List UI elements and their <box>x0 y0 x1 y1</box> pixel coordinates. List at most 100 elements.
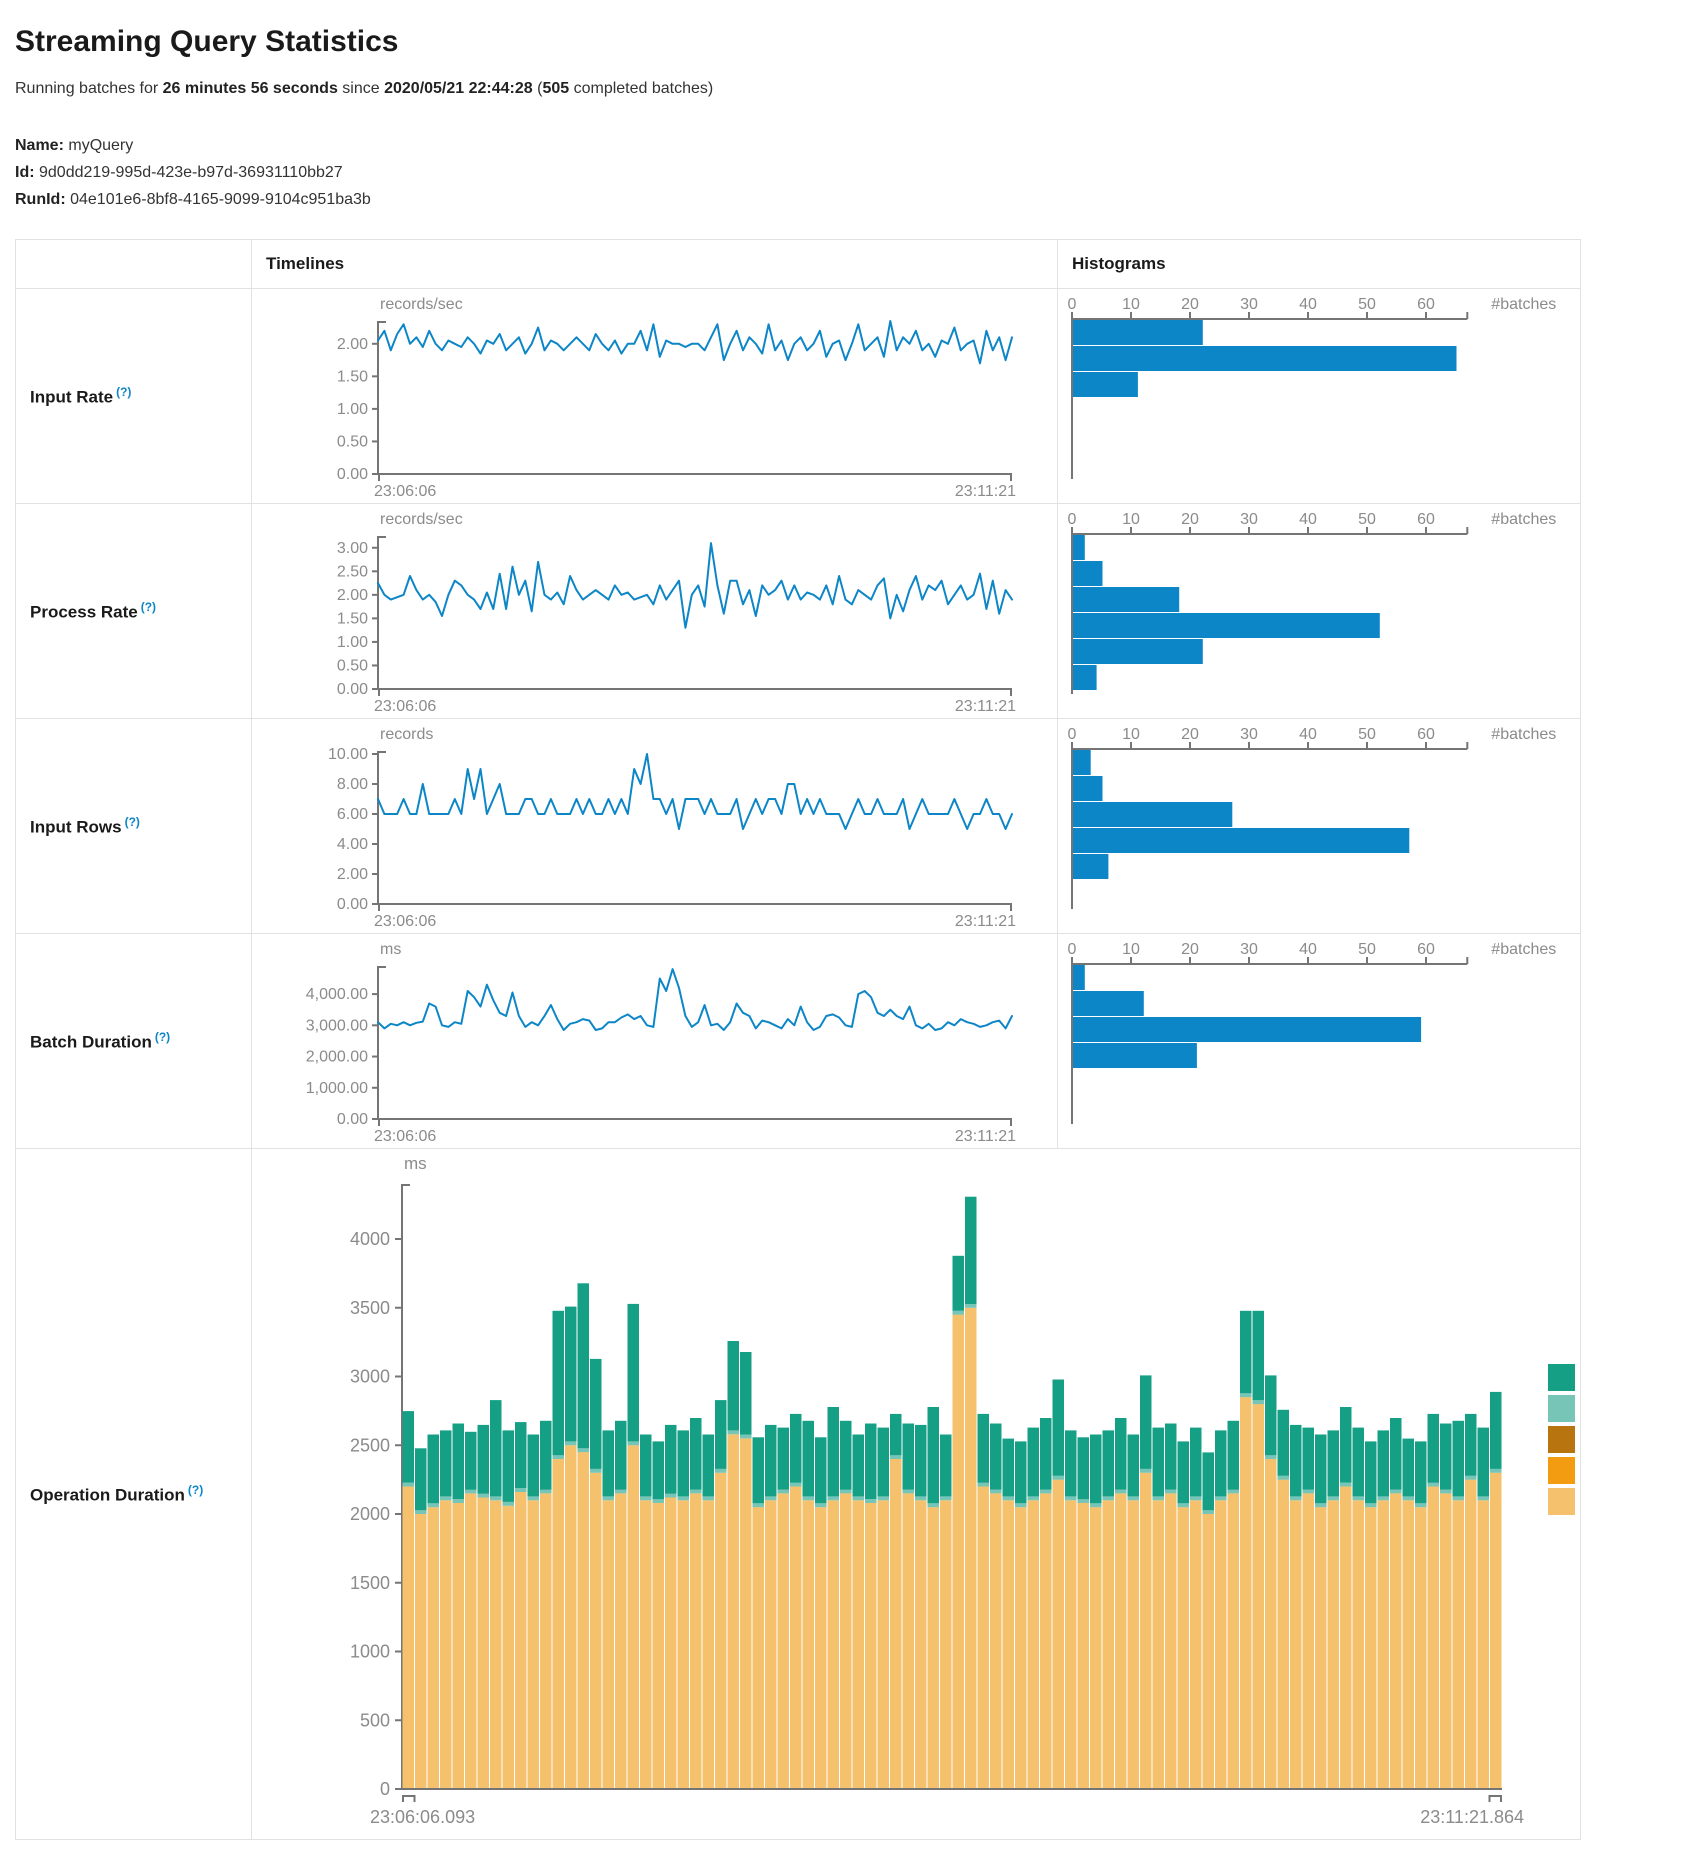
input-rows-help-icon[interactable]: (?) <box>124 814 140 829</box>
query-id-value: 9d0dd219-995d-423e-b97d-36931110bb27 <box>39 164 343 181</box>
query-name-line: Name: myQuery <box>15 137 134 154</box>
svg-text:records/sec: records/sec <box>380 296 463 313</box>
input-rate-label: Input Rate <box>30 387 114 407</box>
process-rate-help-icon[interactable]: (?) <box>140 599 157 614</box>
process-rate-row: Process Rate (?) records/sec 0.00 0.50 1.00 1… <box>15 503 1581 719</box>
input-rows-timeline-chart: records 0.00 2.00 4.00 6.00 8.00 10.00 23:06:06… <box>328 726 1016 930</box>
svg-text:2000: 2000 <box>350 1504 390 1524</box>
operation-duration-row: Operation Duration (?) ms 0 500 1000 1500 2000… <box>15 1148 1581 1840</box>
process-rate-label: Process Rate <box>30 602 138 622</box>
svg-text:1.50: 1.50 <box>337 368 368 385</box>
query-id-line: Id: 9d0dd219-995d-423e-b97d-36931110bb27 <box>15 164 343 181</box>
start-timestamp: 2020/05/21 22:44:28 <box>384 80 533 97</box>
svg-text:20: 20 <box>1181 941 1199 958</box>
svg-text:3500: 3500 <box>350 1298 390 1318</box>
query-name-value: myQuery <box>68 137 134 154</box>
svg-text:10: 10 <box>1122 296 1140 313</box>
histograms-column-header: Histograms <box>1057 239 1581 289</box>
svg-text:60: 60 <box>1417 296 1435 313</box>
svg-text:40: 40 <box>1299 511 1317 528</box>
svg-text:0: 0 <box>1068 511 1077 528</box>
svg-text:10: 10 <box>1122 726 1140 743</box>
batch-duration-help-icon[interactable]: (?) <box>154 1029 171 1044</box>
input-rate-histogram-chart: 0 10 20 30 40 50 60 #batches <box>1068 296 1556 479</box>
input-rows-row: Input Rows (?) records 0.00 2.00 4.00 6.00 8.0… <box>15 718 1581 934</box>
query-runid-line: RunId: 04e101e6-8bf8-4165-9099-9104c951b… <box>15 191 371 208</box>
svg-text:0.50: 0.50 <box>337 433 368 450</box>
svg-text:50: 50 <box>1358 511 1376 528</box>
svg-text:0: 0 <box>1068 941 1077 958</box>
svg-text:23:11:21: 23:11:21 <box>955 913 1016 930</box>
svg-text:10: 10 <box>1122 511 1140 528</box>
svg-text:4000: 4000 <box>350 1229 390 1249</box>
svg-text:50: 50 <box>1358 726 1376 743</box>
empty-header-cell <box>15 239 252 289</box>
svg-text:8.00: 8.00 <box>337 776 368 793</box>
svg-text:23:06:06.093: 23:06:06.093 <box>370 1807 475 1827</box>
svg-text:23:06:06: 23:06:06 <box>374 698 436 715</box>
svg-text:2500: 2500 <box>350 1435 390 1455</box>
svg-text:40: 40 <box>1299 726 1317 743</box>
svg-text:0: 0 <box>380 1779 390 1799</box>
svg-text:0.00: 0.00 <box>337 681 368 698</box>
svg-text:0: 0 <box>1068 296 1077 313</box>
input-rate-help-icon[interactable]: (?) <box>116 384 132 399</box>
operation-duration-chart: ms 0 500 1000 1500 2000 2500 3000 3500 4000 23:06:… <box>350 1154 1575 1827</box>
query-runid-value: 04e101e6-8bf8-4165-9099-9104c951ba3b <box>70 191 371 208</box>
svg-text:0.00: 0.00 <box>337 466 368 483</box>
svg-text:0.50: 0.50 <box>337 657 368 674</box>
svg-text:23:06:06: 23:06:06 <box>374 1128 436 1145</box>
running-batches-summary: Running batches for 26 minutes 56 second… <box>15 80 714 97</box>
svg-text:20: 20 <box>1181 511 1199 528</box>
svg-text:23:11:21: 23:11:21 <box>955 1128 1016 1145</box>
svg-text:40: 40 <box>1299 941 1317 958</box>
svg-text:2.00: 2.00 <box>337 866 368 883</box>
batch-duration-timeline-chart: ms 0.00 1,000.00 2,000.00 3,000.00 4,000.00 23… <box>306 941 1016 1145</box>
svg-text:#batches: #batches <box>1491 296 1556 313</box>
svg-text:23:11:21: 23:11:21 <box>955 483 1016 500</box>
run-duration: 26 minutes 56 seconds <box>162 80 338 97</box>
svg-text:2.00: 2.00 <box>337 336 368 353</box>
svg-text:3,000.00: 3,000.00 <box>306 1017 368 1034</box>
svg-text:1000: 1000 <box>350 1642 390 1662</box>
svg-text:30: 30 <box>1240 296 1258 313</box>
svg-text:23:06:06: 23:06:06 <box>374 483 436 500</box>
completed-batches-count: 505 <box>542 80 570 97</box>
svg-text:ms: ms <box>380 941 401 958</box>
svg-text:#batches: #batches <box>1491 941 1556 958</box>
svg-text:records: records <box>380 726 433 743</box>
table-header-row: Timelines Histograms <box>15 239 1581 289</box>
svg-text:60: 60 <box>1417 511 1435 528</box>
statistics-table: Timelines Histograms Input Rate (?) recor… <box>15 239 1581 1840</box>
batch-duration-row: Batch Duration (?) ms 0.00 1,000.00 2,000.00… <box>15 933 1581 1149</box>
svg-text:10: 10 <box>1122 941 1140 958</box>
svg-text:2.50: 2.50 <box>337 563 368 580</box>
svg-text:20: 20 <box>1181 726 1199 743</box>
svg-text:20: 20 <box>1181 296 1199 313</box>
svg-text:4,000.00: 4,000.00 <box>306 986 368 1003</box>
process-rate-timeline-chart: records/sec 0.00 0.50 1.00 1.50 2.00 2.50 3.00 2… <box>337 511 1016 715</box>
svg-text:23:11:21: 23:11:21 <box>955 698 1016 715</box>
svg-text:#batches: #batches <box>1491 726 1556 743</box>
svg-text:6.00: 6.00 <box>337 806 368 823</box>
svg-text:23:06:06: 23:06:06 <box>374 913 436 930</box>
page-title: Streaming Query Statistics <box>15 25 399 58</box>
svg-text:30: 30 <box>1240 726 1258 743</box>
input-rate-row: Input Rate (?) records/sec 0.00 0.50 1.00 1.5… <box>15 288 1581 504</box>
svg-text:records/sec: records/sec <box>380 511 463 528</box>
svg-text:2.00: 2.00 <box>337 587 368 604</box>
batch-duration-label: Batch Duration <box>30 1032 152 1052</box>
operation-duration-help-icon[interactable]: (?) <box>187 1482 204 1497</box>
svg-text:500: 500 <box>360 1710 390 1730</box>
svg-text:3000: 3000 <box>350 1367 390 1387</box>
svg-text:1500: 1500 <box>350 1573 390 1593</box>
svg-text:0.00: 0.00 <box>337 896 368 913</box>
svg-text:0.00: 0.00 <box>337 1111 368 1128</box>
svg-text:1.50: 1.50 <box>337 610 368 627</box>
svg-text:0: 0 <box>1068 726 1077 743</box>
svg-text:1.00: 1.00 <box>337 634 368 651</box>
svg-text:#batches: #batches <box>1491 511 1556 528</box>
svg-text:30: 30 <box>1240 941 1258 958</box>
svg-text:60: 60 <box>1417 941 1435 958</box>
